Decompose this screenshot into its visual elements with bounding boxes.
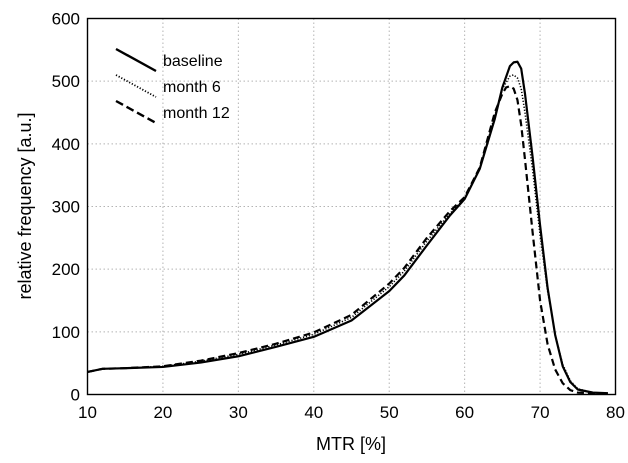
series-line-month-12 bbox=[87, 85, 609, 395]
x-tick-label: 70 bbox=[531, 403, 550, 422]
y-tick-label: 100 bbox=[52, 323, 80, 342]
legend-label: month 12 bbox=[163, 105, 230, 122]
y-tick-label: 200 bbox=[52, 260, 80, 279]
y-tick-label: 500 bbox=[52, 72, 80, 91]
legend-label: baseline bbox=[163, 53, 223, 70]
x-tick-label: 50 bbox=[380, 403, 399, 422]
x-tick-label: 30 bbox=[229, 403, 248, 422]
x-tick-label: 60 bbox=[455, 403, 474, 422]
x-tick-label: 10 bbox=[78, 403, 97, 422]
legend-label: month 6 bbox=[163, 79, 221, 96]
legend-swatch-baseline bbox=[115, 47, 157, 73]
legend: baseline month 6 month 12 bbox=[115, 47, 230, 125]
y-tick-label: 400 bbox=[52, 135, 80, 154]
y-tick-label: 600 bbox=[52, 10, 80, 29]
x-tick-label: 20 bbox=[153, 403, 172, 422]
x-tick-label: 80 bbox=[606, 403, 625, 422]
legend-swatch-month-12 bbox=[115, 99, 157, 125]
y-tick-label: 300 bbox=[52, 198, 80, 217]
gridlines bbox=[87, 18, 616, 395]
plot-frame bbox=[86, 17, 617, 396]
series-lines bbox=[87, 60, 609, 395]
x-axis-label: MTR [%] bbox=[316, 434, 386, 454]
x-tick-label: 40 bbox=[304, 403, 323, 422]
y-axis-label: relative frequency [a.u.] bbox=[15, 112, 35, 299]
y-tick-labels: 0 100 200 300 400 500 600 bbox=[52, 10, 80, 405]
y-tick-label: 0 bbox=[71, 386, 80, 405]
x-tick-labels: 10 20 30 40 50 60 70 80 bbox=[78, 403, 625, 422]
series-line-baseline bbox=[87, 60, 609, 395]
